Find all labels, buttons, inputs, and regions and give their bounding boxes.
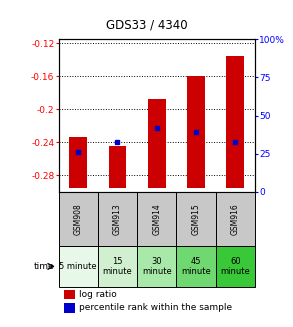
Text: GDS33 / 4340: GDS33 / 4340: [106, 18, 187, 31]
Text: 5 minute: 5 minute: [59, 262, 97, 271]
Text: 45
minute: 45 minute: [181, 257, 211, 276]
Text: log ratio: log ratio: [79, 290, 117, 299]
Bar: [148, 99, 166, 188]
Bar: [59, 246, 98, 287]
Text: percentile rank within the sample: percentile rank within the sample: [79, 303, 232, 312]
Bar: [64, 289, 75, 299]
Text: 30
minute: 30 minute: [142, 257, 172, 276]
Bar: [69, 137, 87, 188]
Text: GSM915: GSM915: [192, 203, 200, 235]
Bar: [137, 192, 176, 246]
Bar: [216, 246, 255, 287]
Text: GSM914: GSM914: [152, 203, 161, 235]
Bar: [98, 246, 137, 287]
Text: GSM913: GSM913: [113, 203, 122, 235]
Text: 15
minute: 15 minute: [103, 257, 132, 276]
Bar: [109, 146, 126, 188]
Bar: [216, 192, 255, 246]
Text: 60
minute: 60 minute: [220, 257, 250, 276]
Text: GSM916: GSM916: [231, 203, 240, 235]
Bar: [176, 246, 216, 287]
Text: time: time: [33, 262, 54, 271]
Bar: [98, 192, 137, 246]
Bar: [187, 77, 205, 188]
Bar: [137, 246, 176, 287]
Text: GSM908: GSM908: [74, 203, 83, 235]
Bar: [64, 303, 75, 313]
Bar: [59, 192, 98, 246]
Bar: [176, 192, 216, 246]
Bar: [226, 56, 244, 188]
